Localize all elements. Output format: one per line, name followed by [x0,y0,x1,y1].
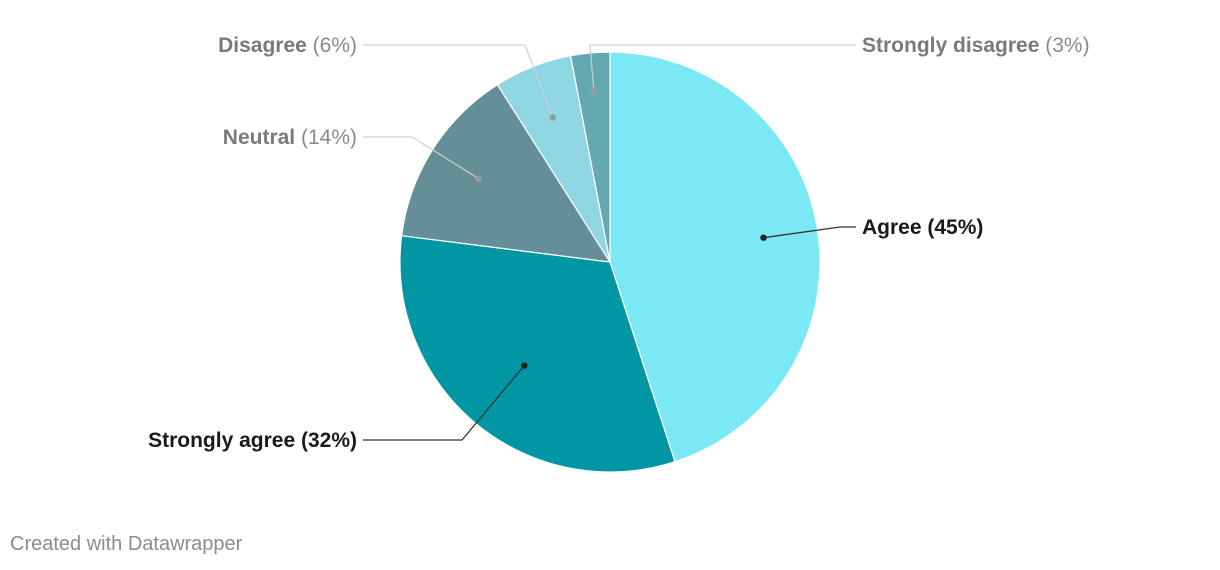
slice-label-strongly-disagree: Strongly disagree (3%) [862,34,1090,57]
slice-label-percent: (45%) [927,216,983,239]
slice-label-percent: (32%) [301,429,357,452]
leader-line-agree [763,226,856,239]
leader-dot-agree [760,234,767,241]
leader-dot-strongly-disagree [590,87,597,94]
slice-label-name: Disagree [218,34,313,57]
leader-dot-disagree [549,114,556,121]
slice-label-percent: (3%) [1045,34,1089,57]
leader-lines [363,44,856,441]
pie-slice-agree [609,51,821,463]
leader-dot-strongly-agree [521,362,528,369]
slice-label-name: Strongly disagree [862,34,1045,57]
slice-labels: Agree (45%) Strongly agree (32%) Neutral (… [148,34,1089,452]
slice-label-strongly-agree: Strongly agree (32%) [148,429,357,452]
pie-slices [399,51,821,473]
datawrapper-credit: Created with Datawrapper [10,533,243,555]
leader-dot-neutral [475,175,482,182]
leader-line-neutral [363,136,480,180]
slice-label-name: Strongly agree [148,429,301,452]
slice-label-disagree: Disagree (6%) [218,34,357,57]
slice-label-name: Agree [862,216,927,239]
slice-label-percent: (14%) [301,126,357,149]
leader-line-disagree [363,44,554,118]
leader-line-strongly-agree [363,365,525,441]
slice-label-neutral: Neutral (14%) [223,126,357,149]
leader-line-strongly-disagree [589,44,856,91]
slice-label-name: Neutral [223,126,301,149]
slice-label-agree: Agree (45%) [862,216,983,239]
slice-label-percent: (6%) [313,34,357,57]
